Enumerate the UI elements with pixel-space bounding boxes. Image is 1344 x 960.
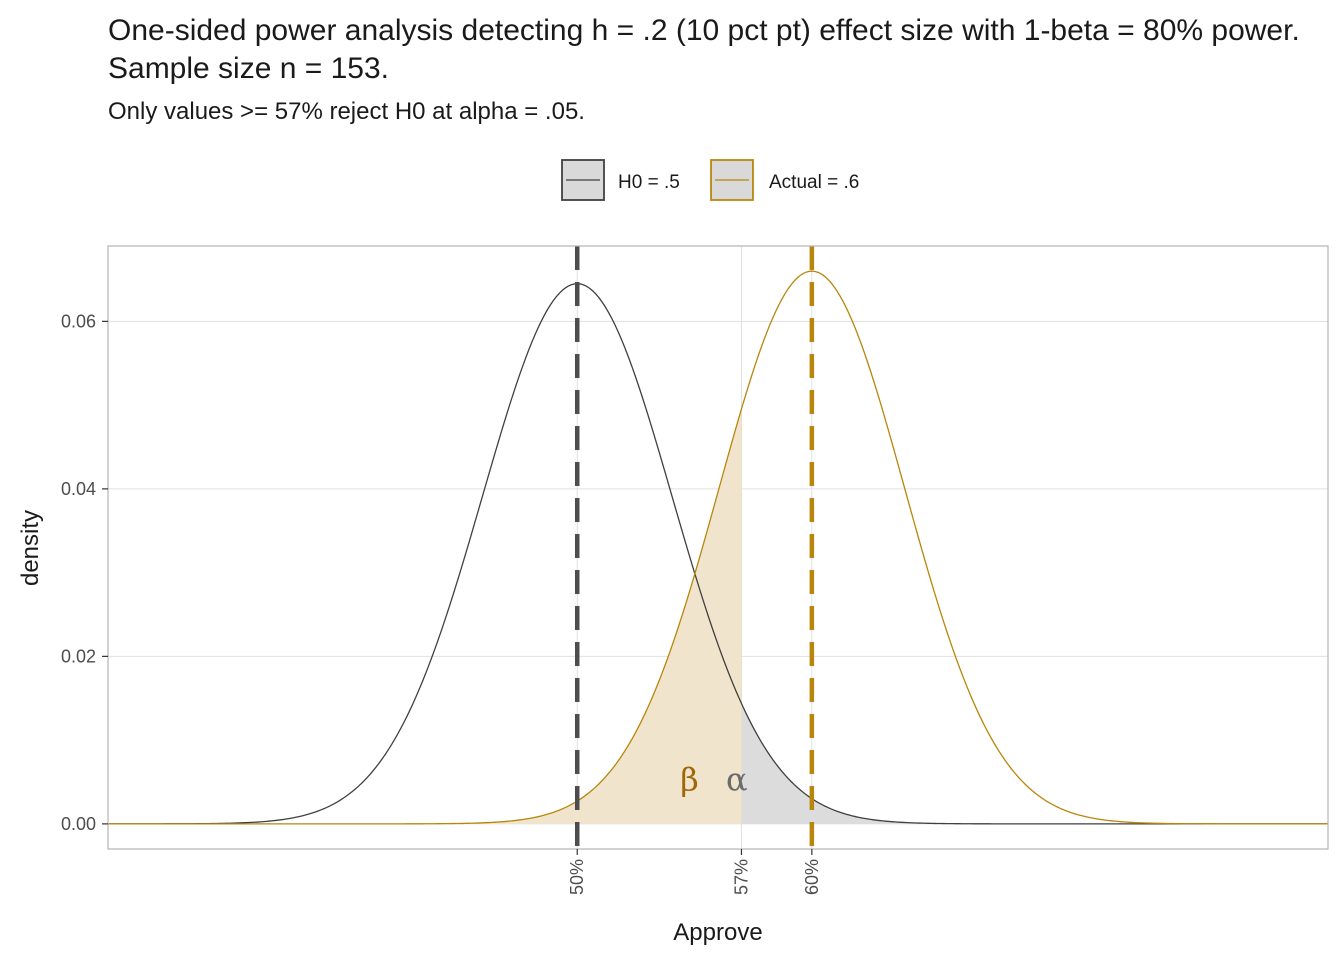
alpha-area — [741, 703, 1328, 824]
density-curves — [108, 270, 1328, 825]
beta-area — [108, 409, 742, 824]
x-tick-label-0: 50% — [567, 859, 587, 895]
y-tick-label-2: 0.04 — [61, 479, 96, 499]
x-tick-label-1: 57% — [731, 859, 751, 895]
panel-border — [107, 245, 1329, 850]
x-axis-title: Approve — [673, 919, 762, 946]
series-h0-curve — [108, 283, 1328, 825]
chart-subtitle: Only values >= 57% reject H0 at alpha = … — [108, 98, 585, 125]
x-axis: 50% 57% 60% — [567, 849, 822, 895]
y-tick-label-0: 0.00 — [61, 814, 96, 834]
legend-label-actual: Actual = .6 — [769, 172, 859, 193]
beta-label: β — [680, 760, 699, 798]
x-tick-label-2: 60% — [802, 859, 822, 895]
legend-label-h0: H0 = .5 — [618, 172, 680, 193]
alpha-label: α — [726, 760, 748, 798]
chart-title: One-sided power analysis detecting h = .… — [108, 14, 1300, 85]
y-tick-label-3: 0.06 — [61, 311, 96, 331]
y-axis: 0.00 0.02 0.04 0.06 — [61, 311, 108, 834]
series-actual-curve — [108, 270, 1328, 825]
shaded-areas — [108, 409, 1328, 824]
y-axis-title: density — [17, 510, 44, 586]
legend: H0 = .5 Actual = .6 — [561, 159, 859, 201]
y-tick-label-1: 0.02 — [61, 646, 96, 666]
mean-lines — [574, 246, 815, 849]
